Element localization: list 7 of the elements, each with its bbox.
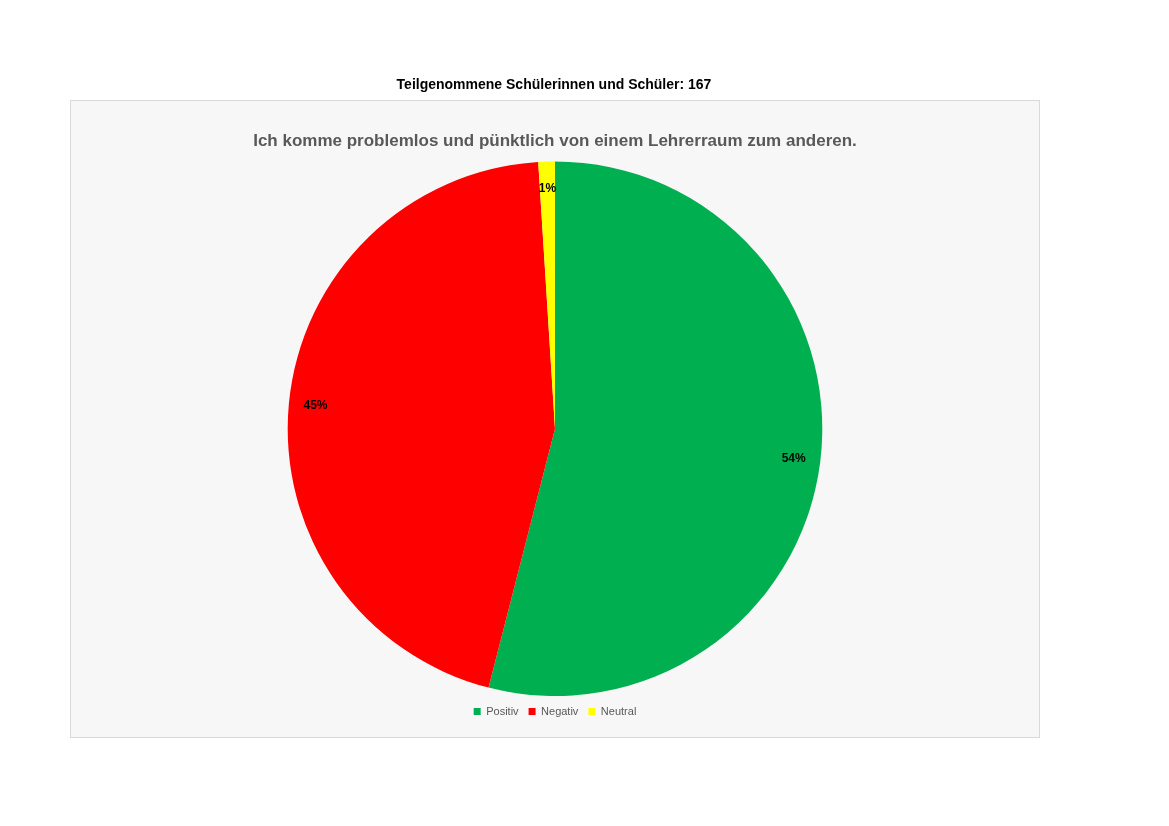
data-label: 54% bbox=[781, 451, 807, 466]
chart-title: Teilgenommene Schülerinnen und Schüler: 167 bbox=[395, 76, 713, 92]
legend-label: Negativ bbox=[541, 704, 579, 717]
data-label: 45% bbox=[303, 398, 328, 413]
legend-label: Neutral bbox=[600, 704, 637, 717]
legend-label: Positiv bbox=[486, 704, 520, 717]
chart-subtitle: Ich komme problemlos und pünktlich von einem Lehrerraum zum anderen. bbox=[253, 130, 857, 150]
